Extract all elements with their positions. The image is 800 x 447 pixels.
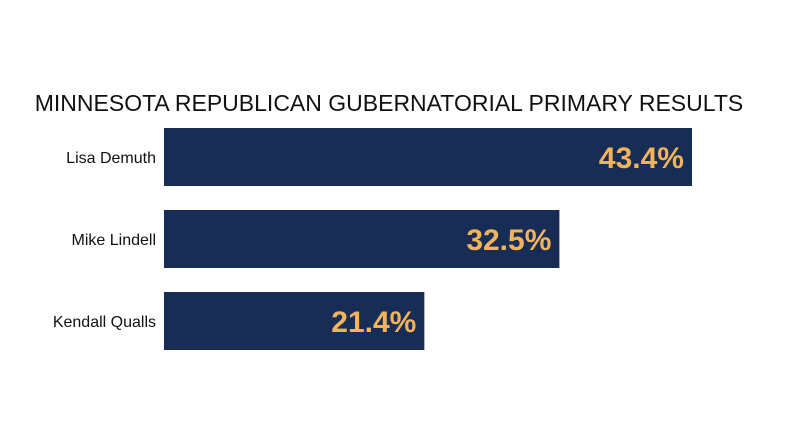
category-label: Mike Lindell [72, 232, 156, 249]
value-label: 32.5% [466, 224, 551, 257]
bar [164, 128, 692, 186]
bars-group: Lisa Demuth 43.4% Mike Lindell 32.5% Kendall… [53, 128, 692, 350]
bar [164, 292, 425, 350]
bar [164, 210, 560, 268]
value-label: 43.4% [599, 142, 684, 175]
value-label: 21.4% [331, 306, 416, 339]
chart-title: MINNESOTA REPUBLICAN GUBERNATORIAL PRIMA… [35, 90, 743, 116]
category-label: Lisa Demuth [66, 150, 156, 167]
category-label: Kendall Qualls [53, 314, 156, 331]
